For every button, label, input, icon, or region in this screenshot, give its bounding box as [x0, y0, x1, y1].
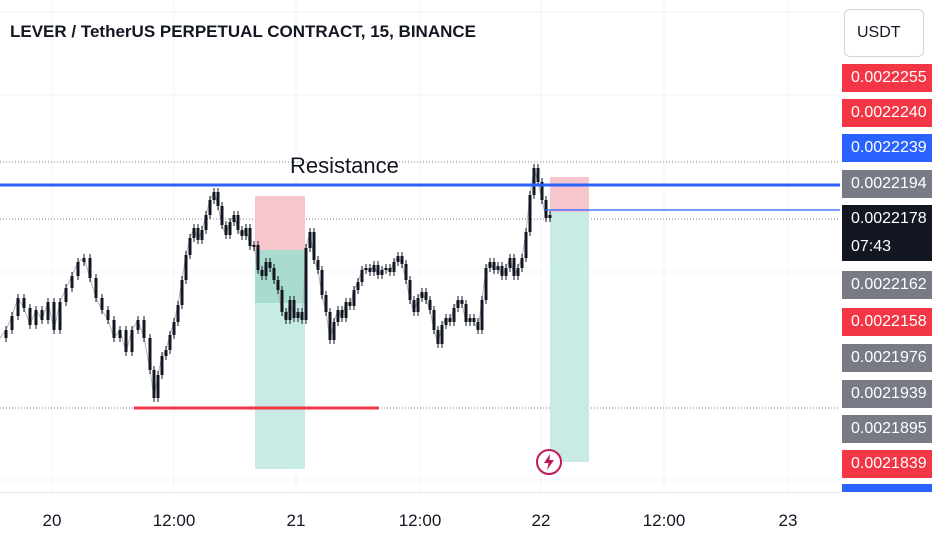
price-label: 0.0021976 — [842, 344, 932, 372]
time-label: 12:00 — [642, 511, 686, 530]
stop-loss-zone — [550, 177, 589, 212]
price-label: 0.0022194 — [842, 170, 932, 198]
time-label: 23 — [778, 511, 798, 530]
time-label: 21 — [286, 511, 306, 530]
candlestick-chart[interactable] — [0, 0, 840, 492]
price-label: 0.0022162 — [842, 271, 932, 299]
price-label: 07:43 — [842, 233, 932, 261]
time-label: 12:00 — [398, 511, 442, 530]
currency-button[interactable]: USDT — [844, 9, 924, 57]
time-label: 22 — [531, 511, 551, 530]
lightning-bolt-icon[interactable] — [536, 449, 562, 475]
price-label: 0.0022255 — [842, 64, 932, 92]
price-label: 0.0022240 — [842, 99, 932, 127]
time-axis[interactable]: 20 12:00 21 12:00 22 12:00 23 — [0, 492, 840, 550]
resistance-label[interactable]: Resistance — [290, 153, 399, 178]
stop-loss-zone — [255, 196, 305, 250]
price-axis-marker — [842, 484, 932, 492]
time-label: 20 — [42, 511, 62, 530]
price-label: 0.0021839 — [842, 450, 932, 478]
time-label: 12:00 — [152, 511, 196, 530]
price-label: 0.0022178 — [842, 205, 932, 233]
take-profit-zone — [550, 212, 589, 462]
price-axis[interactable]: 0.0022255 0.0022240 0.0022239 0.0022194 0.00… — [840, 0, 932, 492]
entry-profit-zone — [255, 250, 305, 303]
chart-area[interactable]: LEVER / TetherUS PERPETUAL CONTRACT, 15,… — [0, 0, 840, 492]
price-label: 0.0021895 — [842, 415, 932, 443]
price-label: 0.0022239 — [842, 134, 932, 162]
chart-title: LEVER / TetherUS PERPETUAL CONTRACT, 15,… — [10, 22, 476, 41]
price-label: 0.0022158 — [842, 308, 932, 336]
price-label: 0.0021939 — [842, 380, 932, 408]
